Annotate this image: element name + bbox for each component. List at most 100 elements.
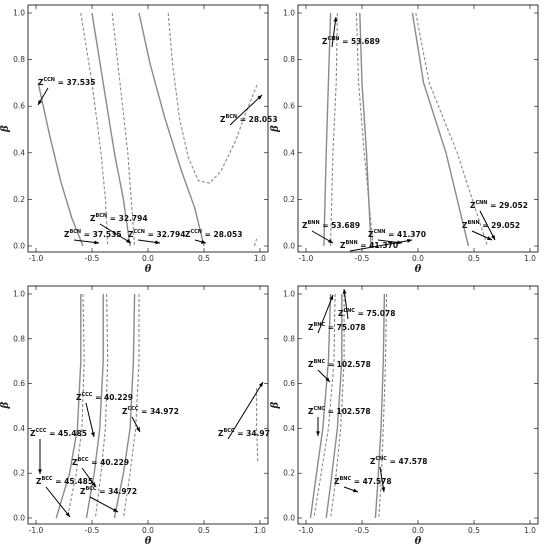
- annotation-label: ZBCN = 37.535: [64, 229, 122, 245]
- annotation-text: ZBCC = 34.97: [218, 428, 270, 438]
- arrow-head: [325, 377, 330, 382]
- series-solid-5: [374, 293, 386, 519]
- arrow-head: [65, 512, 70, 517]
- y-tick-label: 0.2: [13, 469, 25, 478]
- annotation-label: ZBNN = 29.052: [462, 220, 520, 241]
- annotation-arrow: [331, 16, 337, 48]
- y-axis-label: β: [270, 401, 281, 409]
- y-tick-label: 0.0: [283, 514, 295, 523]
- annotation-arrow: [479, 210, 496, 241]
- series-dashed-4: [355, 12, 374, 247]
- annotation-label: ZBCC = 40.229: [72, 457, 129, 488]
- arrow-head: [257, 95, 262, 100]
- annotation-text: ZCCN = 32.794: [128, 229, 185, 239]
- x-tick-label: 0.5: [468, 254, 480, 263]
- annotation-text: ZBCN = 32.794: [90, 213, 148, 223]
- annotation-arrow: [229, 94, 263, 126]
- annotation-text: ZCNC = 75.078: [338, 308, 395, 318]
- series-solid-1: [309, 293, 332, 519]
- annotation-text: ZBCC = 40.229: [72, 457, 129, 467]
- arrow-head: [201, 239, 206, 244]
- arrow-head: [407, 238, 412, 243]
- series-dashed-7: [253, 238, 258, 247]
- annotation-label: ZBCN = 28.053: [220, 94, 278, 126]
- x-tick-label: 1.0: [254, 526, 266, 535]
- x-tick-label: -0.5: [355, 254, 370, 263]
- x-tick-label: 0.0: [142, 526, 154, 535]
- y-tick-label: 0.0: [13, 242, 25, 251]
- annotation-arrow: [349, 239, 413, 252]
- annotation-arrow: [99, 223, 132, 244]
- annotation-text: ZBNC = 102.578: [308, 359, 371, 369]
- y-tick-label: 0.2: [13, 195, 25, 204]
- annotation-text: ZBCC = 45.485: [36, 476, 93, 486]
- plot-frame: [27, 4, 269, 253]
- arrow-head: [136, 427, 140, 432]
- series-dashed-2: [80, 12, 109, 247]
- annotation-text: ZBNC = 75.078: [308, 322, 366, 332]
- annotation-arrow: [317, 294, 334, 334]
- annotation-text: ZCCN = 37.535: [38, 77, 95, 87]
- series-dashed-6: [167, 12, 259, 184]
- annotation-label: ZBCC = 34.972: [80, 486, 137, 513]
- series-solid-1: [37, 82, 84, 247]
- annotation-label: ZCCC = 40.229: [76, 392, 133, 438]
- y-tick-label: 1.0: [283, 290, 295, 299]
- y-axis-label: β: [0, 125, 11, 133]
- arrow-head: [38, 100, 42, 105]
- annotation-arrow: [227, 381, 264, 440]
- y-tick-label: 0.8: [283, 334, 295, 343]
- annotation-text: ZCNC = 102.578: [308, 406, 371, 416]
- chart-panel-4: -1.0 -0.5 0.0 0.5 1.0 0.0 0.2 0.4 0.6 0.8 1.0 θ β ZCN…: [270, 285, 539, 547]
- annotation-label: ZBCC = 34.97: [218, 381, 270, 440]
- annotation-arrow: [343, 288, 349, 320]
- y-axis-label: β: [270, 125, 281, 133]
- x-axis-label: θ: [415, 264, 422, 275]
- annotation-label: ZBNC = 47.578: [334, 476, 392, 493]
- arrow-head: [333, 17, 338, 22]
- annotation-text: ZBCC = 34.972: [80, 486, 137, 496]
- series-dashed-6: [415, 12, 488, 247]
- annotation-text: ZCNN = 41.370: [368, 229, 426, 239]
- y-tick-label: 0.8: [283, 55, 295, 64]
- x-axis-label: θ: [145, 264, 152, 275]
- arrow-head: [91, 432, 95, 437]
- arrow-head: [342, 289, 347, 294]
- y-axis-label: β: [0, 401, 11, 409]
- annotation-label: ZCCN = 28.053: [185, 229, 242, 244]
- x-tick-label: -1.0: [29, 526, 44, 535]
- x-tick-label: -0.5: [85, 254, 100, 263]
- annotation-text: ZCNC = 47.578: [370, 456, 427, 466]
- y-tick-label: 0.0: [283, 242, 295, 251]
- annotation-label: ZBNN = 41.370: [340, 238, 413, 252]
- annotation-label: ZCCC = 45.485: [30, 428, 87, 474]
- x-tick-label: -1.0: [29, 254, 44, 263]
- y-tick-label: 0.6: [13, 102, 25, 111]
- series-solid-3: [325, 294, 343, 519]
- x-tick-label: 0.5: [468, 526, 480, 535]
- arrow-head: [353, 488, 358, 493]
- annotation-text: ZBNN = 41.370: [340, 240, 398, 250]
- arrow-head: [328, 239, 333, 243]
- annotation-text: ZBNN = 29.052: [462, 220, 520, 230]
- series-solid-3: [85, 294, 104, 519]
- annotation-text: ZCCC = 45.485: [30, 428, 87, 438]
- annotation-label: ZBCC = 45.485: [36, 476, 93, 518]
- annotation-label: ZBNC = 75.078: [308, 294, 366, 334]
- series-dashed-2: [313, 293, 336, 519]
- annotation-label: ZCNC = 47.578: [370, 456, 427, 493]
- y-tick-label: 1.0: [13, 290, 25, 299]
- arrow-head: [329, 295, 334, 300]
- series-solid-3: [91, 12, 131, 247]
- annotation-arrow: [89, 496, 119, 513]
- arrow-head: [381, 487, 386, 492]
- series-solid-3: [359, 12, 372, 247]
- plot-frame: [27, 285, 269, 525]
- series-dashed-6: [378, 293, 388, 519]
- chart-panel-2: -1.0 -0.5 0.0 0.5 1.0 0.0 0.2 0.4 0.6 0.8 1.0 θ β ZCN…: [270, 4, 539, 275]
- y-tick-label: 0.4: [283, 424, 295, 433]
- annotation-label: ZBCN = 32.794: [90, 213, 148, 244]
- x-axis-label: θ: [145, 536, 152, 547]
- y-tick-label: 0.2: [283, 195, 295, 204]
